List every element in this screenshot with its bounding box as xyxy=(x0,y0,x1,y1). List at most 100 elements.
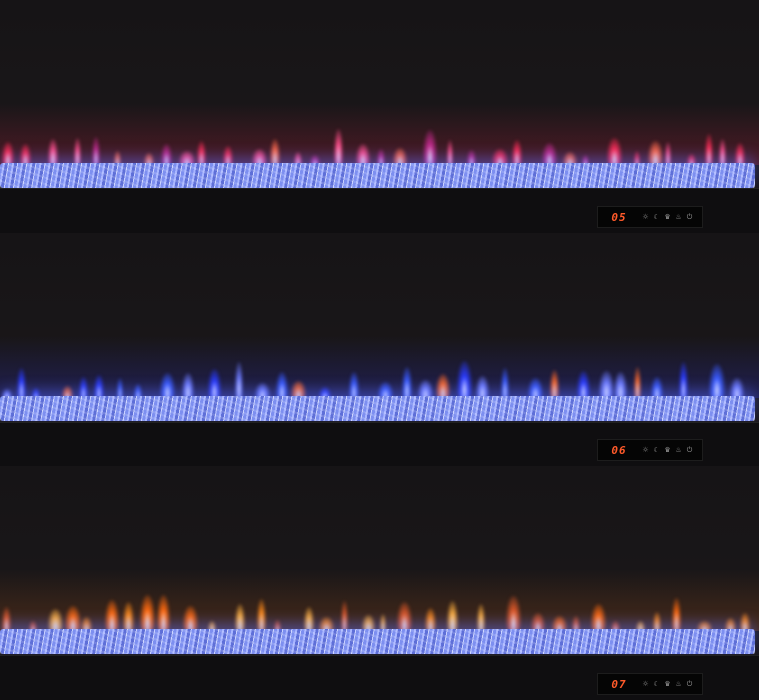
flame xyxy=(686,154,697,166)
flame xyxy=(563,152,578,166)
moon-icon[interactable]: ☾ xyxy=(653,446,660,454)
flame xyxy=(223,146,233,166)
flame xyxy=(447,600,458,632)
flame xyxy=(614,371,628,399)
flame xyxy=(64,605,81,632)
flame xyxy=(348,372,359,399)
flame xyxy=(735,142,746,166)
light-icon[interactable]: ☼ xyxy=(642,446,649,454)
flame xyxy=(393,148,407,166)
flame xyxy=(679,362,689,399)
flame xyxy=(303,606,315,632)
flame xyxy=(396,601,412,632)
flame xyxy=(143,152,154,166)
flame xyxy=(92,137,100,166)
flame xyxy=(528,377,543,399)
flame xyxy=(274,619,281,632)
flame xyxy=(160,144,173,166)
flame xyxy=(541,143,557,166)
flame xyxy=(294,152,303,166)
crown-icon[interactable]: ♛ xyxy=(664,213,671,221)
flame xyxy=(182,373,194,399)
flame xyxy=(740,613,750,632)
light-icon[interactable]: ☼ xyxy=(642,213,649,221)
power-icon[interactable]: ⏻ xyxy=(686,679,693,688)
flame xyxy=(2,388,13,399)
flame xyxy=(235,362,243,399)
flame xyxy=(576,371,590,399)
flame xyxy=(456,361,473,399)
light-icon[interactable]: ☼ xyxy=(642,680,649,688)
flame xyxy=(256,598,267,632)
flame xyxy=(309,154,320,166)
flame xyxy=(417,380,433,399)
flame xyxy=(319,616,334,632)
heater-icon[interactable]: ♨ xyxy=(675,680,682,688)
control-panel: 05 ☼ ☾ ♛ ♨ ⏻ xyxy=(597,206,703,228)
crown-icon[interactable]: ♛ xyxy=(664,446,671,454)
crown-icon[interactable]: ♛ xyxy=(664,680,671,688)
flame xyxy=(290,380,307,399)
flame xyxy=(139,594,155,632)
flame xyxy=(549,370,559,399)
moon-icon[interactable]: ☾ xyxy=(653,680,660,688)
fireplace-panel-1: 05 ☼ ☾ ♛ ♨ ⏻ xyxy=(0,0,759,233)
flame xyxy=(581,155,590,166)
flame xyxy=(697,621,712,632)
flame xyxy=(634,151,641,166)
flame xyxy=(730,378,745,399)
flame xyxy=(47,139,59,166)
power-icon[interactable]: ⏻ xyxy=(686,445,693,454)
flame xyxy=(179,151,195,166)
flame xyxy=(422,130,438,166)
flame xyxy=(466,149,477,166)
flame xyxy=(2,607,11,632)
power-icon[interactable]: ⏻ xyxy=(686,212,693,221)
flame xyxy=(114,151,121,166)
flame xyxy=(251,149,267,166)
flame xyxy=(501,367,509,399)
flame xyxy=(255,382,271,399)
flame xyxy=(652,611,661,632)
flame xyxy=(48,608,64,632)
flame xyxy=(590,604,606,632)
flame xyxy=(183,606,198,632)
crystal-ember-bed xyxy=(0,396,755,421)
flame xyxy=(719,138,727,166)
flame xyxy=(512,139,523,166)
flame xyxy=(705,133,713,166)
flame xyxy=(636,621,646,632)
flame xyxy=(551,616,567,632)
control-panel: 07 ☼ ☾ ♛ ♨ ⏻ xyxy=(597,673,703,695)
flame xyxy=(19,143,31,166)
flame xyxy=(269,139,280,166)
flame xyxy=(208,620,217,632)
flame xyxy=(362,614,375,632)
flame xyxy=(634,367,641,399)
flame xyxy=(117,377,124,399)
flame xyxy=(648,140,663,166)
flame xyxy=(436,374,450,399)
crystal-ember-bed xyxy=(0,163,755,188)
heater-icon[interactable]: ♨ xyxy=(675,446,682,454)
heater-icon[interactable]: ♨ xyxy=(675,213,682,221)
fireplace-panel-3: 07 ☼ ☾ ♛ ♨ ⏻ xyxy=(0,466,759,700)
flame xyxy=(333,129,344,166)
flame xyxy=(207,369,222,399)
flame xyxy=(318,387,331,399)
flame xyxy=(376,148,386,166)
flame xyxy=(492,148,508,166)
moon-icon[interactable]: ☾ xyxy=(653,213,660,221)
crystal-ember-bed xyxy=(0,629,755,654)
flame xyxy=(16,368,26,399)
flame xyxy=(355,143,371,166)
control-panel: 06 ☼ ☾ ♛ ♨ ⏻ xyxy=(597,439,703,461)
flame xyxy=(276,371,289,399)
flame xyxy=(234,603,245,632)
led-display: 07 xyxy=(611,677,627,691)
flame xyxy=(377,381,393,399)
flame xyxy=(606,137,622,166)
flame xyxy=(709,363,726,399)
flame xyxy=(81,616,92,632)
